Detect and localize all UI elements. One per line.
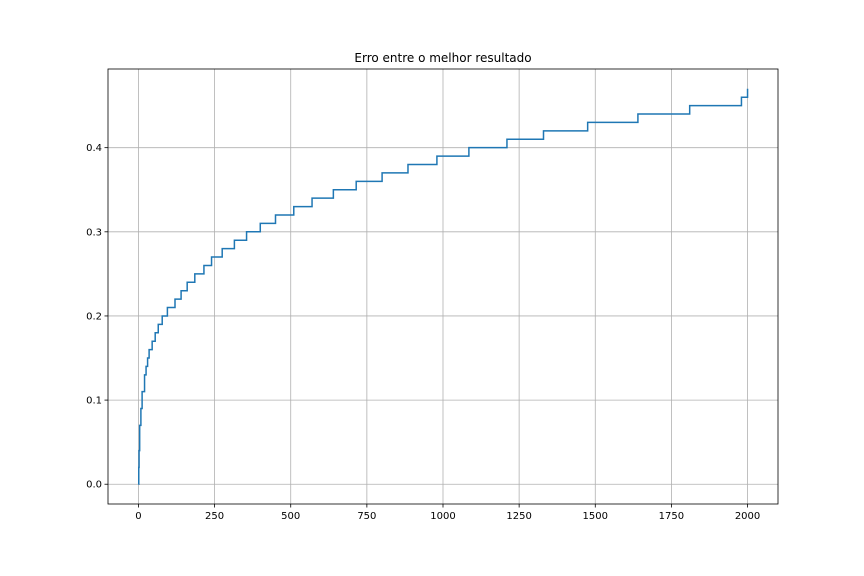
chart-title: Erro entre o melhor resultado: [354, 51, 531, 65]
series-layer: [138, 88, 749, 485]
x-tick-label: 1500: [583, 511, 608, 522]
x-tick-label: 750: [357, 511, 376, 522]
y-tick-label: 0.1: [86, 396, 102, 407]
grid: [108, 69, 778, 504]
y-tick-label: 0.2: [86, 311, 102, 322]
y-tick-label: 0.4: [86, 143, 102, 154]
y-tick-label: 0.0: [86, 480, 102, 491]
x-tick-label: 250: [205, 511, 224, 522]
x-tick-label: 0: [135, 511, 141, 522]
x-tick-label: 500: [281, 511, 300, 522]
x-tick-label: 1250: [506, 511, 531, 522]
ticks: 0 250 500 750 1000 1250 1500 1750 2000 0.0 0.1 0.2 0…: [86, 143, 760, 522]
x-tick-label: 1000: [430, 511, 455, 522]
x-tick-label: 2000: [735, 511, 760, 522]
x-tick-label: 1750: [659, 511, 684, 522]
series-line: [138, 88, 749, 485]
y-tick-label: 0.3: [86, 227, 102, 238]
